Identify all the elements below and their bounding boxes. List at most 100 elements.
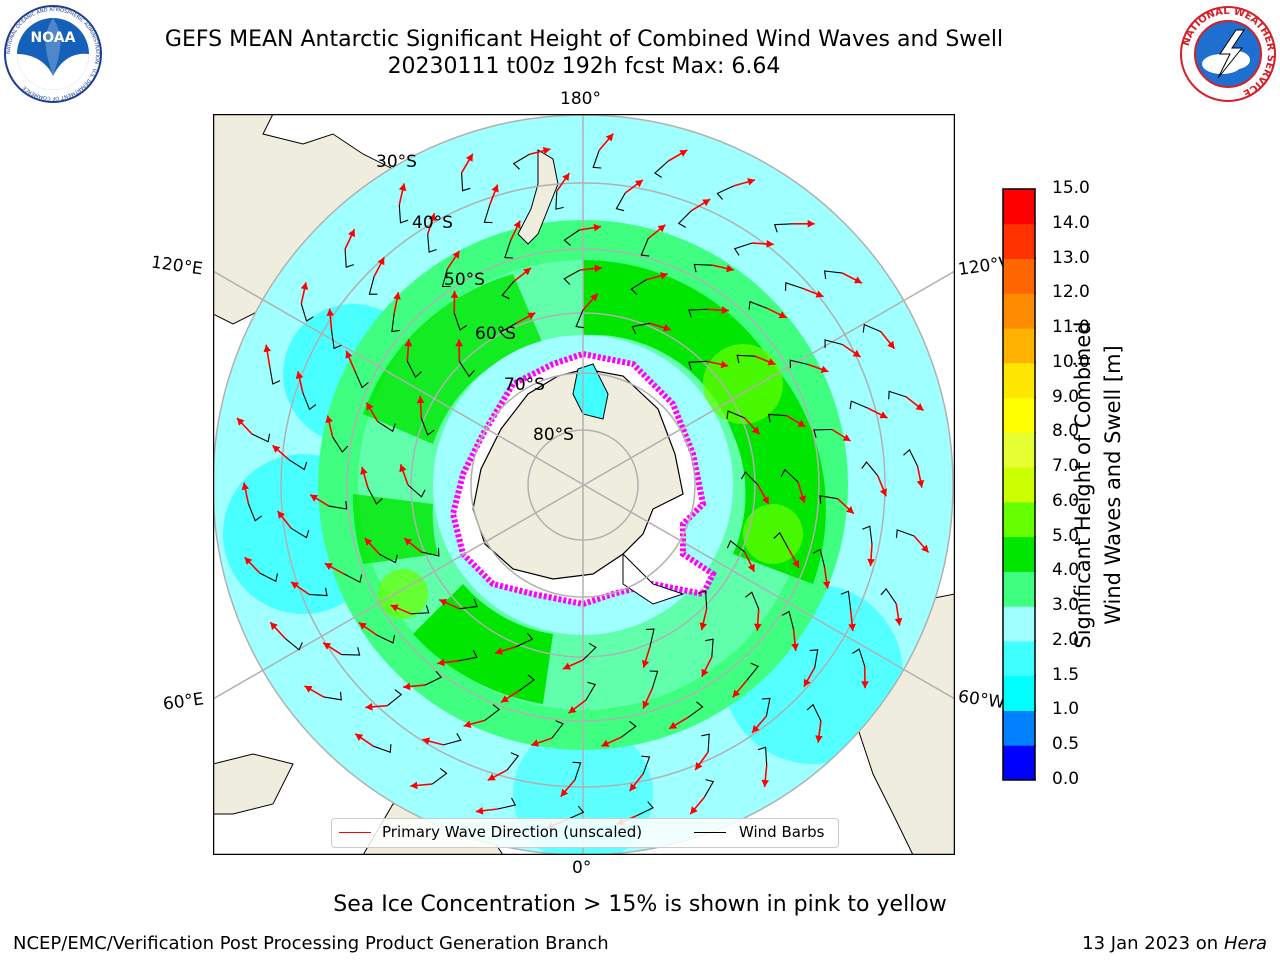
swh-band-4m-w xyxy=(352,494,438,564)
wind-barb xyxy=(773,531,789,549)
legend-wave-label: Primary Wave Direction (unscaled) xyxy=(382,823,643,841)
wave-direction-arrowhead xyxy=(326,308,334,316)
wave-direction-arrowhead xyxy=(879,411,888,419)
wave-direction-arrowhead xyxy=(593,223,601,232)
colorbar-segment xyxy=(1003,189,1035,225)
wave-direction-arrowhead xyxy=(437,658,445,667)
colorbar-segment xyxy=(1003,675,1035,711)
colorbar-segment xyxy=(1003,710,1035,746)
wind-barb xyxy=(308,587,328,597)
wave-direction-arrowhead xyxy=(236,417,245,426)
wave-direction-arrowhead xyxy=(404,339,413,347)
wave-direction-arrowhead xyxy=(641,659,650,668)
wind-barb xyxy=(453,312,468,331)
colorbar-tick-label: 10.0 xyxy=(1052,351,1090,372)
wave-direction-arrowhead xyxy=(629,783,637,792)
noaa-logo-text: NOAA xyxy=(31,30,76,46)
wind-barb xyxy=(458,361,475,378)
wind-barb xyxy=(407,484,426,498)
wave-direction-arrowhead xyxy=(366,402,374,411)
wind-barb xyxy=(631,322,651,335)
wind-barb xyxy=(693,263,713,273)
colorbar-segment xyxy=(1003,606,1035,642)
wave-direction-arrowhead xyxy=(657,224,666,233)
wind-barb xyxy=(585,681,597,701)
colorbar-segment xyxy=(1003,293,1035,329)
polar-map xyxy=(213,114,955,855)
wave-direction-arrowhead xyxy=(542,147,551,155)
wave-direction-arrowhead xyxy=(455,339,463,347)
wind-barb xyxy=(615,192,626,212)
wave-direction-arrowhead xyxy=(527,312,536,320)
wind-barb xyxy=(563,269,581,285)
wind-barb xyxy=(757,746,768,766)
wave-direction-arrowhead xyxy=(753,623,762,631)
map-legend: Primary Wave Direction (unscaled) Wind B… xyxy=(331,818,839,848)
wave-direction-arrowhead xyxy=(523,267,531,276)
wind-barb xyxy=(888,390,907,400)
wave-direction-arrowhead xyxy=(358,622,367,630)
colorbar-segment xyxy=(1003,640,1035,677)
colorbar-tick-label: 1.0 xyxy=(1052,699,1080,720)
wave-direction-arrowhead xyxy=(323,642,332,650)
wind-barb xyxy=(575,309,585,329)
wave-direction-arrowhead xyxy=(887,340,895,349)
wind-barb xyxy=(483,204,493,224)
wave-direction-arrowhead xyxy=(310,494,318,502)
wave-direction-arrowhead xyxy=(513,220,521,229)
meridian-label-180: 180° xyxy=(560,89,601,109)
wind-barb xyxy=(555,191,564,210)
wave-direction-arrowhead xyxy=(721,306,729,314)
wind-barb xyxy=(806,703,822,722)
wave-direction-arrowhead xyxy=(404,538,412,546)
colorbar-tick-label: 0.5 xyxy=(1052,734,1080,755)
wave-direction-arrowhead xyxy=(767,358,776,366)
wave-direction-arrowhead xyxy=(635,179,643,188)
wind-barb xyxy=(688,308,707,318)
wind-barb xyxy=(767,413,787,423)
wave-direction-arrowhead xyxy=(807,219,815,228)
wave-direction-arrowhead xyxy=(290,581,299,589)
wind-barb xyxy=(746,662,759,681)
wind-barb xyxy=(441,268,451,288)
wind-barb xyxy=(697,590,708,609)
parallel-label-60s: 60°S xyxy=(475,324,516,344)
wind-barb xyxy=(852,648,866,667)
wind-barb xyxy=(726,540,746,553)
wind-barb xyxy=(809,649,819,668)
wave-direction-arrowhead xyxy=(365,703,373,711)
wave-direction-arrowhead xyxy=(304,685,313,693)
wave-direction-arrowhead xyxy=(822,581,831,589)
footer-host: Hera xyxy=(1223,933,1267,954)
wind-barb xyxy=(773,223,793,233)
colorbar-title-line2: Wind Waves and Swell [m] xyxy=(1101,345,1125,625)
wave-direction-arrowhead xyxy=(364,538,373,546)
wave-direction-arrowhead xyxy=(393,292,401,300)
wave-direction-arrowhead xyxy=(263,344,271,353)
wave-direction-arrowhead xyxy=(916,479,925,488)
wind-barb xyxy=(459,598,478,610)
wave-direction-arrowhead xyxy=(690,806,698,815)
wind-barb xyxy=(367,487,383,505)
wave-direction-arrowhead xyxy=(450,290,459,298)
wind-barb xyxy=(290,527,310,539)
wave-direction-arrowhead xyxy=(377,257,385,266)
wind-barb xyxy=(391,313,400,333)
wind-barb xyxy=(504,240,513,259)
wave-direction-arrowhead xyxy=(701,668,709,677)
wave-direction-arrowhead xyxy=(798,495,806,503)
wave-direction-arrowhead xyxy=(416,396,425,404)
wave-direction-arrowhead xyxy=(747,563,755,572)
wave-direction-arrowhead xyxy=(398,183,407,192)
wind-barb xyxy=(862,525,873,545)
wind-barb xyxy=(701,733,710,753)
wind-barb xyxy=(861,461,879,477)
wave-direction-arrowhead xyxy=(720,360,729,369)
colorbar-segment xyxy=(1003,501,1035,538)
wind-barb xyxy=(813,428,832,438)
wave-direction-arrowhead xyxy=(452,250,460,259)
swh-band-4m-nw xyxy=(363,274,543,444)
colorbar-segment xyxy=(1003,745,1035,781)
colorbar-segment xyxy=(1003,571,1035,607)
wave-direction-arrowhead xyxy=(861,681,869,689)
